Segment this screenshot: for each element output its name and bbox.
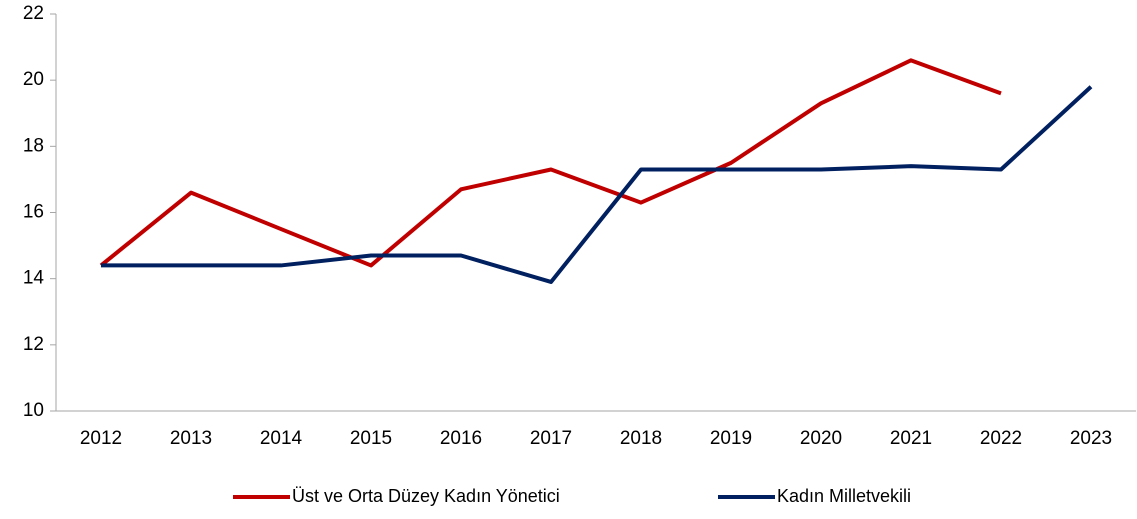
x-tick-label: 2018 — [620, 428, 662, 449]
x-tick-label: 2013 — [170, 428, 212, 449]
x-tick-label: 2019 — [710, 428, 752, 449]
y-tick-label: 18 — [23, 135, 44, 156]
y-tick-label: 10 — [23, 400, 44, 421]
series-line — [99, 58, 1002, 268]
series-line — [101, 85, 1093, 284]
x-tick-label: 2015 — [350, 428, 392, 449]
y-tick-label: 16 — [23, 202, 44, 223]
x-tick-label: 2012 — [80, 428, 122, 449]
y-tick-label: 20 — [23, 69, 44, 90]
y-tick-label: 22 — [23, 3, 44, 24]
y-tick-label: 14 — [23, 268, 45, 289]
legend-label: Üst ve Orta Düzey Kadın Yönetici — [292, 486, 560, 506]
x-tick-label: 2014 — [260, 428, 303, 449]
x-tick-label: 2021 — [890, 428, 932, 449]
x-tick-label: 2017 — [530, 428, 572, 449]
x-tick-label: 2022 — [980, 428, 1022, 449]
x-tick-label: 2016 — [440, 428, 482, 449]
legend-label: Kadın Milletvekili — [777, 486, 911, 506]
x-tick-label: 2023 — [1070, 428, 1112, 449]
y-tick-label: 12 — [23, 334, 44, 355]
x-tick-label: 2020 — [800, 428, 842, 449]
